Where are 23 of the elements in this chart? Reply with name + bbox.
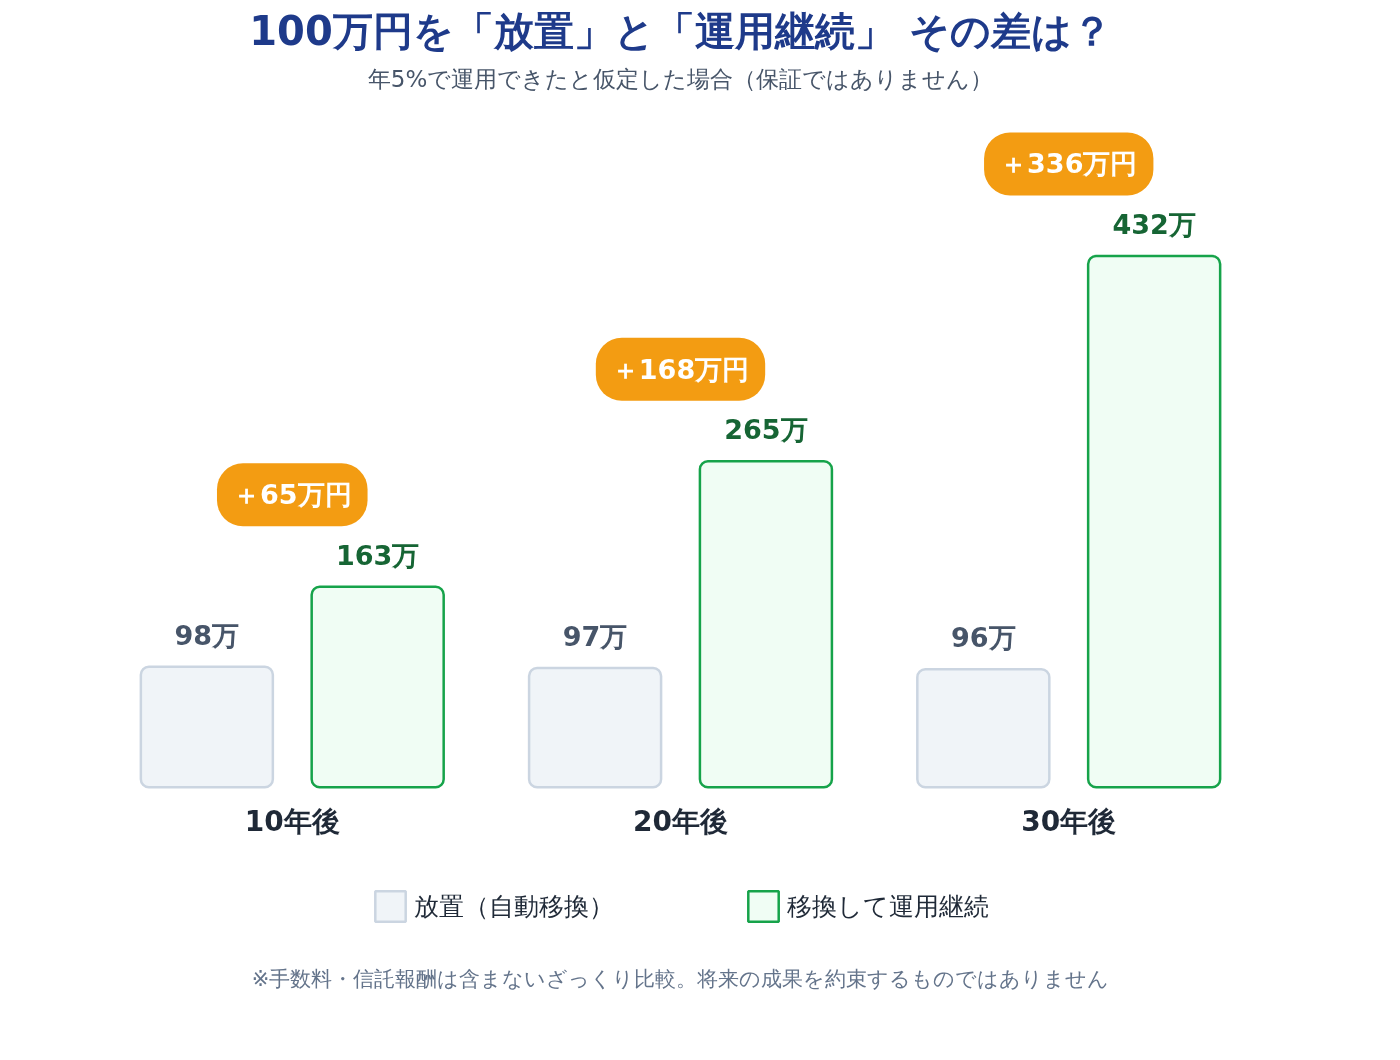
- bar: [916, 667, 1051, 789]
- data-label: 432万: [1112, 208, 1196, 240]
- text: ＋336万円: [1000, 148, 1138, 180]
- annotation: ＋65万円: [232, 479, 352, 511]
- bar: [139, 665, 275, 789]
- chart-subtitle: 年5%で運用できたと仮定した場合（保証ではありません）: [367, 65, 994, 92]
- legend-label: 放置（自動移換）: [414, 890, 614, 923]
- x-tick-label: 10年後: [244, 805, 340, 839]
- x-tick-label: 20年後: [633, 805, 728, 839]
- bar: [527, 666, 663, 789]
- chart-title: 100万円を「放置」と「運用継続」 その差は？: [249, 7, 1112, 54]
- data-label: 97万: [562, 621, 628, 652]
- x-tick-label: 30年後: [1021, 805, 1117, 839]
- data-label: 265万: [724, 414, 808, 446]
- text: ※手数料・信託報酬は含まないざっくり比較。将来の成果を約束するものではありません: [251, 966, 1110, 991]
- data-label: 98万: [174, 619, 240, 651]
- bar: [698, 460, 834, 789]
- bar: [1086, 254, 1222, 789]
- legend-label: 移換して運用継続: [787, 890, 989, 923]
- bar: [310, 585, 445, 789]
- data-label: 96万: [951, 622, 1016, 654]
- data-label: 163万: [336, 539, 420, 571]
- annotation: ＋168万円: [611, 353, 750, 385]
